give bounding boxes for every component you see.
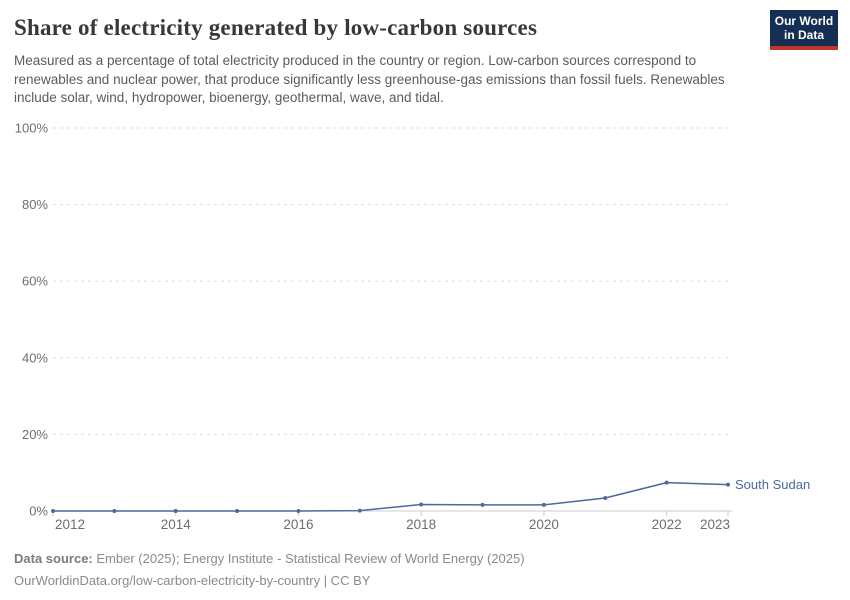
data-point (480, 502, 485, 507)
data-point (726, 482, 730, 487)
owid-logo: Our World in Data (770, 10, 838, 50)
y-tick-label: 60% (22, 274, 48, 289)
x-tick-label: 2016 (283, 517, 313, 532)
x-tick-label: 2022 (652, 517, 682, 532)
entity-label: South Sudan (735, 477, 810, 492)
data-point (357, 508, 362, 513)
data-point (51, 509, 55, 513)
y-tick-label: 100% (15, 121, 49, 136)
owid-logo-line2: in Data (783, 28, 824, 42)
data-point (419, 502, 424, 507)
data-point (664, 480, 669, 485)
y-tick-label: 0% (29, 504, 48, 519)
x-tick-label: 2018 (406, 517, 436, 532)
data-source-line: Data source: Ember (2025); Energy Instit… (14, 548, 794, 570)
data-point (235, 509, 240, 513)
x-tick-label: 2020 (529, 517, 559, 532)
chart-footer: Data source: Ember (2025); Energy Instit… (14, 548, 794, 591)
y-tick-label: 40% (22, 350, 48, 365)
data-source-text: Ember (2025); Energy Institute - Statist… (92, 551, 525, 566)
x-tick-label: 2023 (700, 517, 730, 532)
data-point (603, 495, 608, 500)
data-point (541, 502, 546, 507)
y-tick-label: 20% (22, 427, 48, 442)
owid-logo-line1: Our World (774, 14, 834, 28)
citation-line: OurWorldinData.org/low-carbon-electricit… (14, 572, 371, 588)
x-tick-label: 2012 (55, 517, 85, 532)
y-tick-label: 80% (22, 197, 48, 212)
page-title: Share of electricity generated by low-ca… (14, 15, 538, 40)
data-point (112, 509, 117, 513)
x-tick-label: 2014 (161, 517, 192, 532)
line-series (52, 481, 729, 512)
data-source-label: Data source: (14, 551, 93, 566)
chart-subtitle: Measured as a percentage of total electr… (14, 53, 725, 105)
data-point (173, 509, 178, 513)
data-point (296, 509, 301, 513)
